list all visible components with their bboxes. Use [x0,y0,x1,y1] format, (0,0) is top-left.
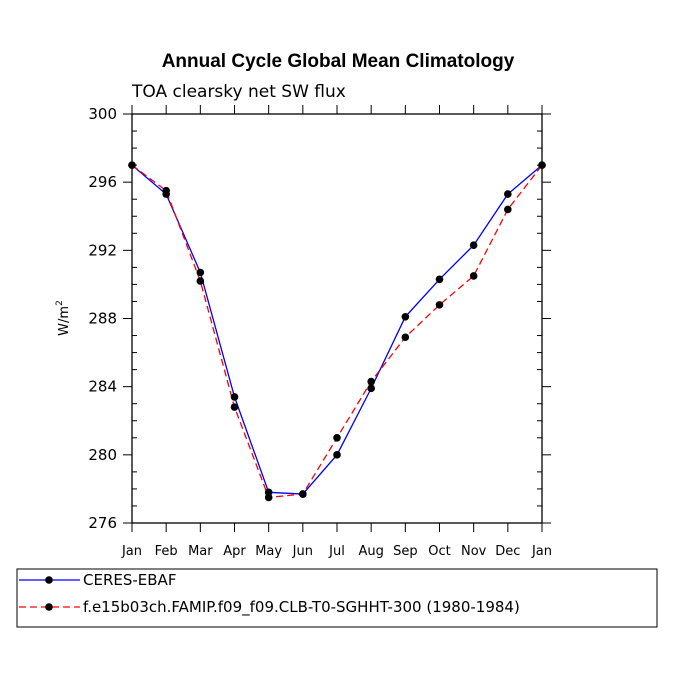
x-tick-label: Jan [121,544,142,559]
series-2-point [264,493,273,502]
y-tick-label: 288 [88,310,117,328]
x-tick-label: Jul [328,544,345,559]
series-2-point [401,333,410,342]
x-tick-label: Feb [155,544,178,559]
y-tick-label: 296 [88,173,117,191]
series-1-point [504,190,512,198]
series-line-2 [131,164,543,499]
y-tick-label: 292 [88,241,117,259]
series-1-point [469,241,478,250]
series-layer [128,161,546,502]
series-2-point [299,490,307,498]
axes: 276 280 284 288 292 296 300 Jan Feb Mar Apr May Jun J… [88,105,552,559]
series-2-point [196,277,205,285]
legend-label-2: f.e15b03ch.FAMIP.f09_f09.CLB-T0-SGHHT-30… [83,598,520,617]
x-tick-label: Aug [358,544,383,559]
chart-subtitle: TOA clearsky net SW flux [131,82,346,102]
series-2-point [469,272,478,280]
series-line-1 [131,164,543,495]
plot-frame [131,113,543,524]
series-1-point [196,268,205,277]
series-2-point [367,377,375,386]
series-1-point [230,393,239,401]
legend-box [16,568,658,628]
legend-label-1: CERES-EBAF [83,571,176,589]
series-2-point [128,161,136,169]
x-tick-label: Nov [461,544,487,559]
y-axis-label-sup: 2 [55,300,65,306]
series-2-point [435,301,444,309]
series-2-point [162,186,170,195]
series-1-point [435,275,444,284]
series-1-point [401,312,410,321]
x-tick-label: May [255,544,282,559]
y-tick-label: 276 [88,514,117,532]
y-tick-label: 284 [88,378,117,396]
x-tick-label: Jan [531,544,552,559]
x-tick-label: Apr [223,544,246,559]
chart-title: Annual Cycle Global Mean Climatology [162,51,515,72]
legend-marker-2 [45,603,53,611]
series-2-point [504,205,512,214]
x-tick-label: Sep [393,544,418,559]
legend: CERES-EBAF f.e15b03ch.FAMIP.f09_f09.CLB-T… [19,571,520,617]
series-2-point [230,403,239,411]
y-axis-label-base: W/m [57,306,72,336]
x-tick-label: Mar [188,544,213,559]
series-1-point [367,384,375,393]
legend-marker-1 [45,576,53,584]
y-tick-label: 300 [88,105,117,123]
y-axis-label: W/m2 [55,300,72,336]
x-tick-label: Dec [495,544,520,559]
series-2-point [333,433,341,442]
series-2-point [538,161,546,169]
x-tick-label: Jun [292,544,313,559]
series-1-point [333,451,341,459]
y-tick-label: 280 [88,446,117,464]
x-tick-label: Oct [428,544,450,559]
